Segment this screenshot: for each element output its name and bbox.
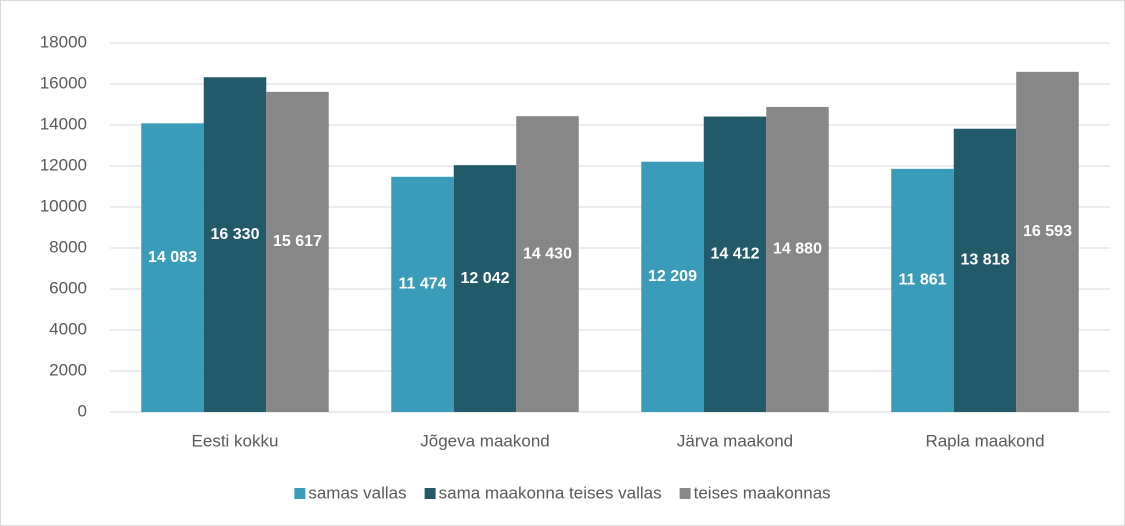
y-tick-label: 4000 [49,319,87,338]
bar [641,161,704,412]
value-label: 14 412 [711,245,760,262]
value-label: 14 880 [773,241,822,258]
y-tick-label: 10000 [40,196,87,215]
value-label: 15 617 [273,233,322,250]
x-tick-label: Rapla maakond [925,431,1044,450]
y-tick-label: 0 [78,401,87,420]
bar [953,128,1017,412]
x-tick-label: Eesti kokku [192,431,279,450]
legend-label: samas vallas [308,483,406,502]
bar [703,116,767,412]
bar [453,165,517,412]
bar [891,168,954,412]
bar [1016,71,1079,412]
y-tick-label: 6000 [49,278,87,297]
value-label: 11 861 [898,272,946,289]
y-tick-label: 8000 [49,237,87,256]
bar [766,106,829,413]
x-tick-label: Järva maakond [677,431,793,450]
bar [141,123,204,413]
legend-swatch [424,488,436,499]
legend-label: sama maakonna teises vallas [439,483,662,502]
x-tick-label: Jõgeva maakond [420,431,549,450]
y-tick-label: 14000 [40,114,87,133]
y-tick-label: 12000 [40,155,87,174]
value-label: 14 083 [148,249,197,266]
legend-label: teises maakonnas [694,483,831,502]
value-label: 11 474 [398,276,446,293]
bar [203,77,267,413]
value-label: 12 042 [461,270,510,287]
legend-swatch [294,488,306,499]
y-tick-label: 18000 [40,32,87,51]
value-label: 13 818 [961,252,1010,269]
legend-swatch [679,488,691,499]
value-label: 12 209 [648,268,697,285]
value-label: 16 330 [211,226,260,243]
bar [266,91,329,412]
y-tick-label: 2000 [49,360,87,379]
bar [516,116,579,412]
value-label: 16 593 [1023,223,1072,240]
bar [391,176,454,412]
y-tick-label: 16000 [40,73,87,92]
value-label: 14 430 [523,245,572,262]
